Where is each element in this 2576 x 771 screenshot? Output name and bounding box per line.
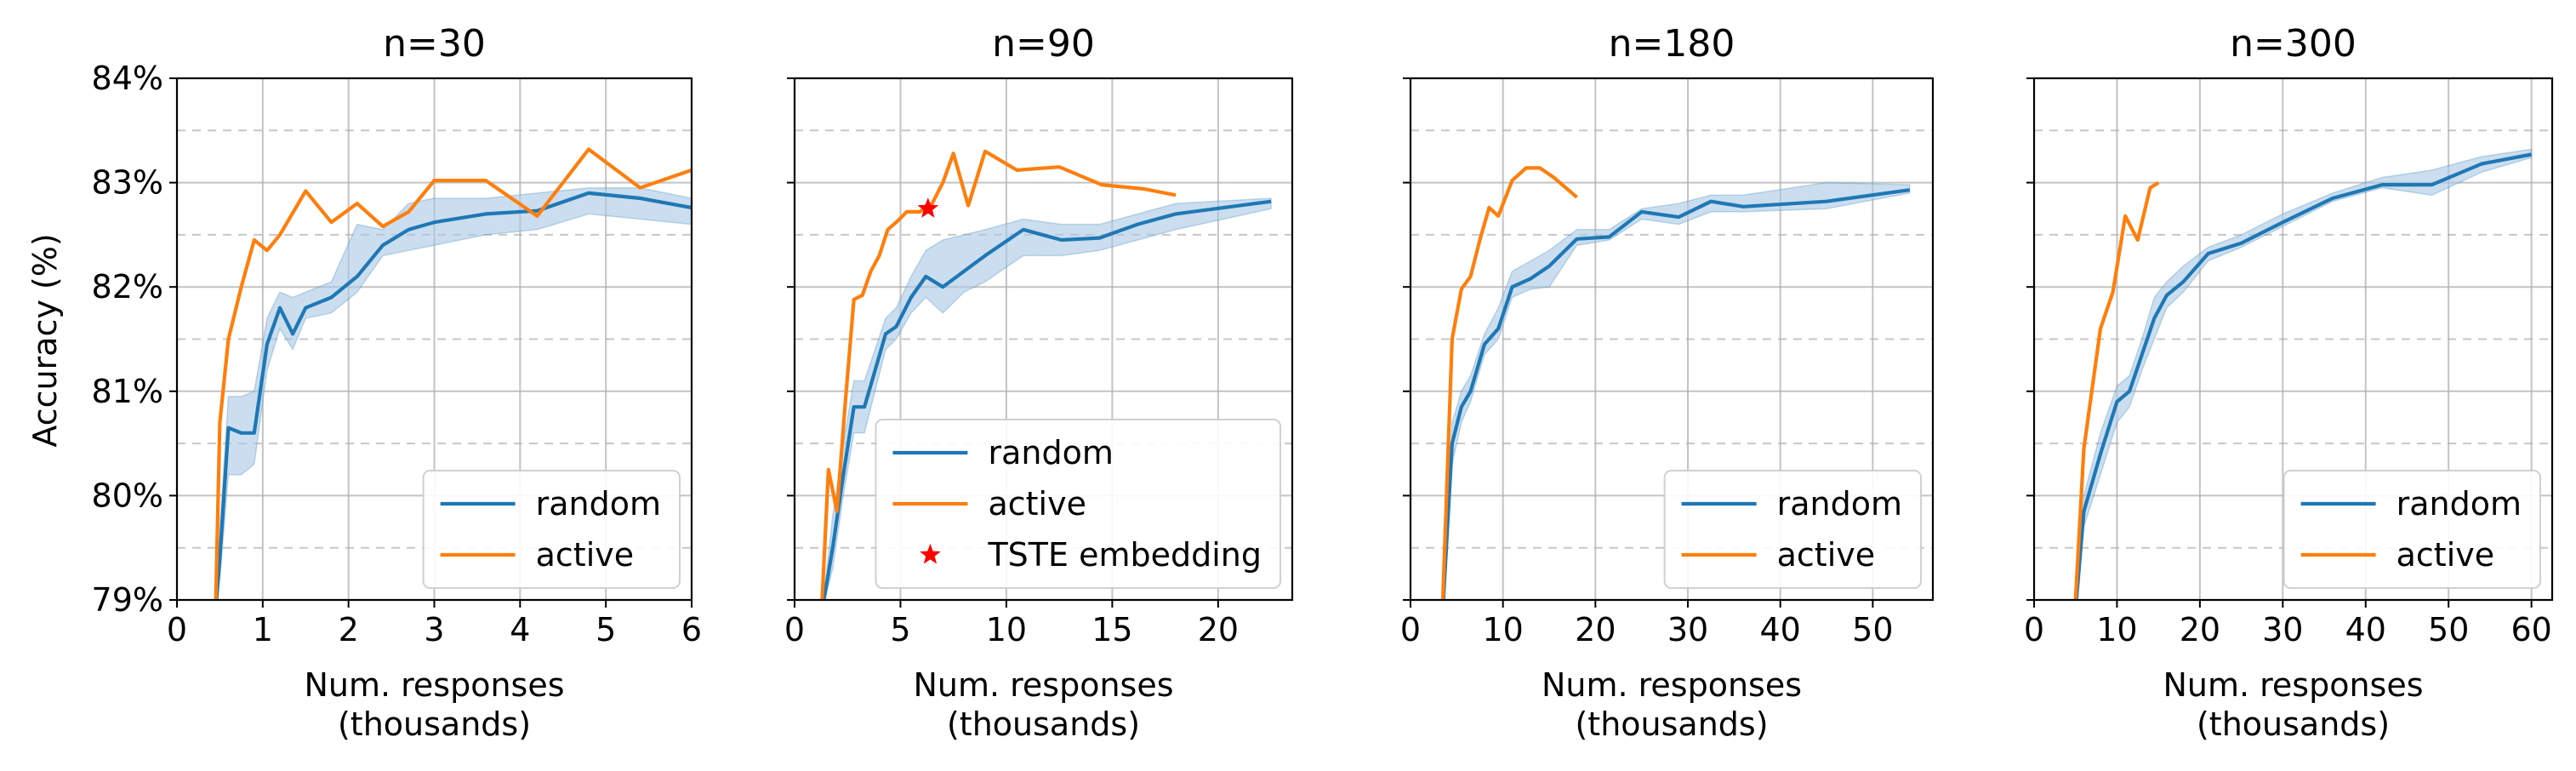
plot-area [1440, 166, 1911, 600]
x-axis-label: Num. responses [304, 666, 564, 704]
x-tick-label: 60 [2510, 611, 2551, 648]
series-line-random [214, 191, 692, 600]
series-line-random [1441, 188, 1911, 600]
plot-area [820, 149, 1272, 600]
panel-title: n=300 [2230, 22, 2357, 66]
series-line-active [1440, 166, 1578, 600]
tste-embedding-marker [917, 197, 939, 218]
y-tick-label: 82% [92, 268, 163, 306]
legend-label-active: active [1777, 536, 1876, 574]
panel-3: 0 10 20 30 40 50 n=180 Num. responses(thousands… [1400, 22, 1935, 743]
panel-1: 0 1 2 3 4 5 6 79% 80% 81% 82% 83% 84% n=30 Num. respon… [92, 22, 703, 743]
confidence-band-random [215, 186, 692, 600]
x-tick-label: 15 [1091, 611, 1132, 648]
confidence-band-random [1442, 181, 1911, 600]
x-tick-label: 40 [1760, 611, 1801, 648]
panel-2: 0 5 10 15 20 n=90 Num. responses(thousands) ran… [784, 22, 1294, 743]
y-tick-label: 83% [92, 164, 163, 202]
x-axis-label: Num. responses [1542, 666, 1802, 704]
x-axis-label: (thousands) [1575, 705, 1768, 743]
x-tick-label: 0 [1400, 611, 1421, 648]
x-tick-label: 20 [1198, 611, 1239, 648]
x-tick-label: 10 [2096, 611, 2137, 648]
x-axis-label: Num. responses [2163, 666, 2423, 704]
legend-label-active: active [536, 536, 635, 574]
legend-frame [422, 470, 681, 589]
x-tick-label: 2 [339, 611, 359, 648]
legend-frame [875, 419, 1281, 589]
legend-label-random: random [988, 434, 1113, 471]
panel-title: n=90 [992, 22, 1095, 66]
x-tick-label: 20 [1575, 611, 1616, 648]
y-tick-label: 80% [92, 477, 163, 514]
series-line-random [2074, 152, 2532, 600]
x-tick-label: 3 [424, 611, 444, 648]
y-tick-label: 84% [92, 60, 163, 97]
x-tick-label: 1 [253, 611, 273, 648]
x-axis-label: (thousands) [338, 705, 531, 743]
legend: random active [2282, 470, 2541, 589]
x-tick-label: 10 [986, 611, 1027, 648]
y-axis-label: Accuracy (%) [26, 233, 64, 447]
series-line-active [820, 149, 1177, 600]
y-tick-label: 81% [92, 373, 163, 410]
x-tick-label: 50 [2428, 611, 2469, 648]
legend-frame [2282, 470, 2541, 589]
panel-4: 0 10 20 30 40 50 60 n=300 Num. responses(thousan… [2024, 22, 2554, 743]
series-line-active [214, 147, 692, 600]
legend: random active TSTE embedding [875, 419, 1281, 589]
x-tick-label: 0 [784, 611, 805, 648]
panel-title: n=30 [383, 22, 486, 66]
x-axis-label: Num. responses [913, 666, 1173, 704]
legend-label-active: active [988, 485, 1086, 523]
x-axis-label: (thousands) [2197, 705, 2390, 743]
legend: random active [422, 470, 681, 589]
x-tick-label: 30 [2262, 611, 2303, 648]
series-line-random [822, 199, 1272, 600]
x-tick-label: 20 [2180, 611, 2220, 648]
axes-frame [2032, 77, 2554, 602]
axes-frame [1409, 77, 1935, 602]
x-tick-label: 5 [890, 611, 910, 648]
legend-frame [1663, 470, 1922, 589]
confidence-band-random [823, 197, 1272, 600]
panel-title: n=180 [1609, 22, 1735, 66]
plot-area [2073, 148, 2533, 600]
x-tick-label: 50 [1852, 611, 1893, 648]
axes-frame [793, 77, 1294, 602]
legend: random active [1663, 470, 1922, 589]
x-tick-label: 10 [1482, 611, 1523, 648]
legend-label-random: random [1777, 485, 1902, 523]
series-line-active [2073, 180, 2160, 600]
x-tick-label: 4 [510, 611, 530, 648]
x-tick-label: 0 [167, 611, 187, 648]
legend-swatch-star [920, 544, 941, 564]
x-tick-label: 40 [2345, 611, 2386, 648]
x-tick-label: 6 [681, 611, 702, 648]
legend-label-tste-embedding: TSTE embedding [987, 536, 1262, 574]
x-tick-label: 30 [1667, 611, 1708, 648]
y-tick-label: 79% [92, 581, 163, 619]
legend-label-random: random [536, 485, 661, 523]
legend-label-random: random [2396, 485, 2522, 523]
confidence-band-random [2075, 148, 2533, 600]
x-tick-label: 0 [2024, 611, 2044, 648]
x-axis-label: (thousands) [947, 705, 1140, 743]
legend-label-active: active [2396, 536, 2495, 574]
plot-area [214, 147, 692, 600]
x-tick-label: 5 [596, 611, 616, 648]
